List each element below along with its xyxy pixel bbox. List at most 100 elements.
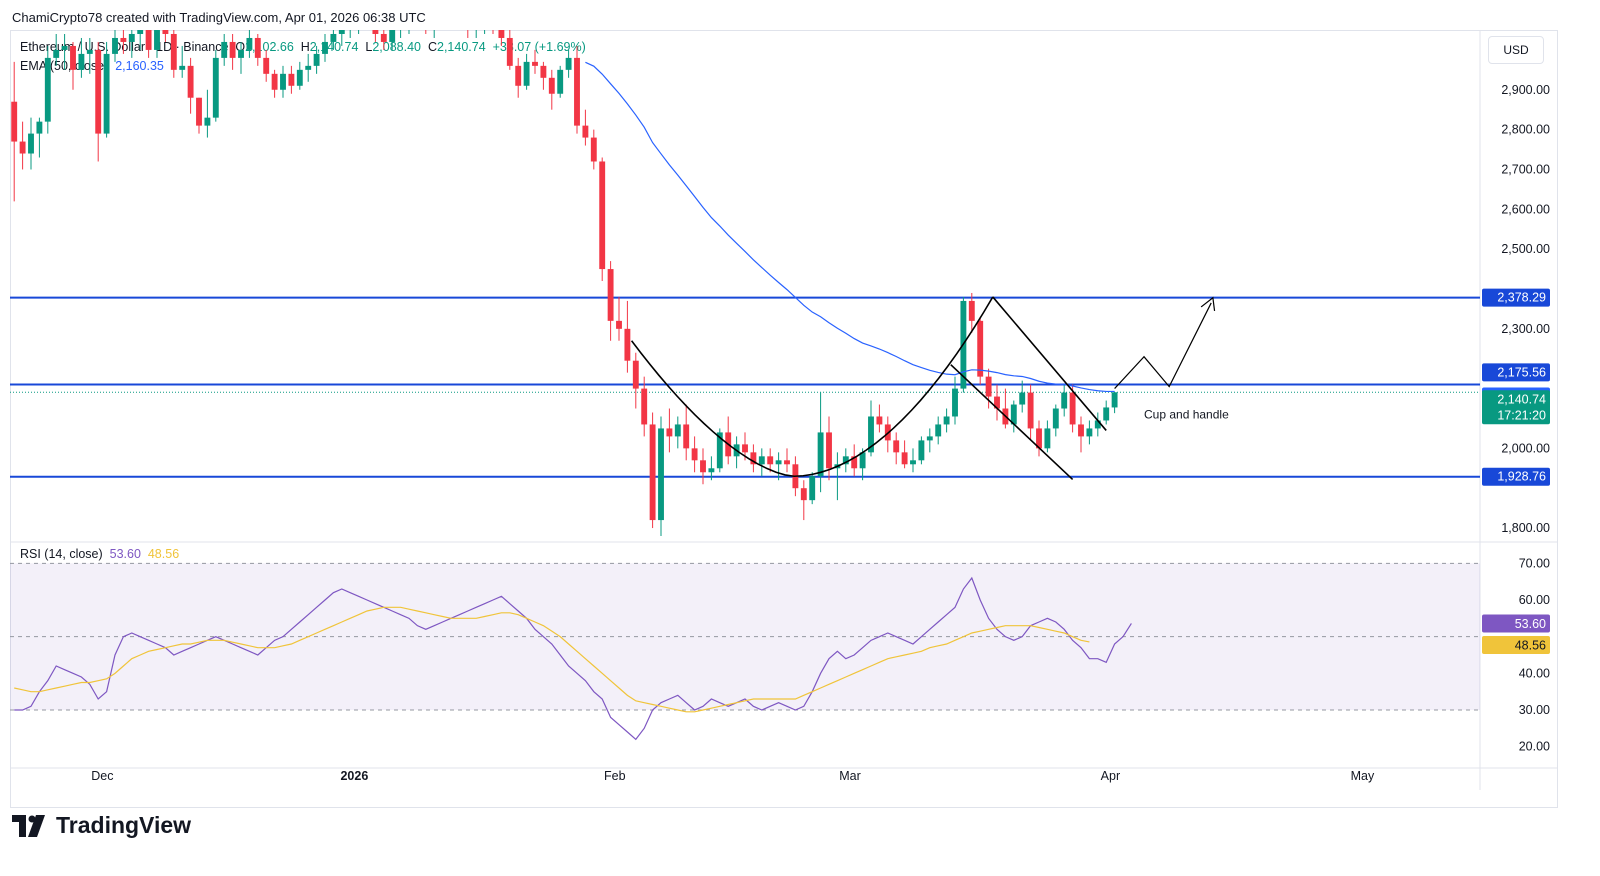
candle-body — [78, 53, 85, 70]
candle-body — [868, 416, 874, 453]
rsi-axis-label-bg — [1482, 635, 1550, 654]
candle-body — [482, 22, 488, 26]
projection-path — [1114, 302, 1212, 390]
candle-body — [137, 30, 144, 34]
candle-body — [977, 320, 984, 377]
candle-body — [1010, 404, 1017, 425]
candle-body — [1036, 428, 1042, 449]
rsi-axis-label-bg — [1482, 614, 1550, 633]
price-tick-label: 2,800.00 — [1501, 123, 1550, 137]
candle-body — [842, 456, 849, 465]
candle-body — [465, 22, 471, 30]
high-label: H — [300, 40, 310, 54]
price-tick-label: 2,500.00 — [1501, 242, 1550, 256]
candle-body — [968, 300, 975, 321]
countdown-label: 17:21:20 — [1497, 408, 1546, 422]
candle-body — [271, 73, 278, 90]
candle-body — [1094, 420, 1101, 429]
rsi-tick-label: 20.00 — [1519, 740, 1550, 754]
low-label: L — [365, 40, 373, 54]
candle-body — [1061, 392, 1068, 409]
rsi-label[interactable]: RSI (14, close) — [20, 547, 103, 561]
candle-body — [708, 468, 715, 473]
rsi-ma-value: 48.56 — [147, 547, 180, 561]
candle-body — [826, 432, 832, 469]
candle-body — [658, 428, 664, 521]
candle-body — [750, 452, 757, 465]
tradingview-logo[interactable]: TradingView — [12, 812, 191, 839]
candle-body — [1086, 428, 1093, 437]
candle-body — [246, 37, 253, 50]
candle-body — [1103, 407, 1110, 421]
candle-body — [128, 33, 135, 42]
candle-body — [893, 440, 900, 453]
price-axis-label-bg — [1482, 390, 1550, 425]
time-tick-label: May — [1351, 769, 1375, 783]
candle-body — [515, 65, 522, 86]
candle-body — [112, 37, 118, 54]
candle-body — [440, 18, 446, 22]
price-tick-label: 2,700.00 — [1501, 162, 1550, 176]
candle-body — [590, 137, 597, 162]
candle-body — [448, 14, 454, 18]
currency-button[interactable]: USD — [1488, 36, 1544, 64]
candle-body — [700, 460, 706, 473]
candle-body — [624, 328, 631, 361]
price-axis-label: 2,140.74 — [1497, 392, 1546, 406]
handle-lower-line — [950, 364, 1074, 481]
candle-body — [338, 30, 345, 34]
candle-body — [641, 388, 648, 425]
candle-body — [322, 41, 328, 54]
high-value: 2,140.74 — [309, 40, 359, 54]
rsi-tick-label: 60.00 — [1519, 593, 1550, 607]
time-tick-label: Mar — [839, 769, 861, 783]
candle-body — [716, 432, 723, 469]
candle-body — [372, 30, 379, 34]
candle-body — [431, 22, 437, 26]
candle-body — [758, 456, 765, 465]
candle-body — [910, 460, 916, 465]
candle-body — [490, 22, 496, 26]
price-axis-label: 2,175.56 — [1497, 365, 1546, 379]
candle-body — [347, 26, 353, 30]
candle-body — [86, 49, 93, 54]
change-value: +38.07 (+1.69%) — [492, 40, 586, 54]
rsi-line — [14, 576, 1132, 741]
rsi-axis-label: 48.56 — [1515, 638, 1546, 652]
candle-body — [574, 57, 580, 126]
candle-body — [305, 65, 312, 70]
candle-body — [145, 30, 152, 50]
candle-body — [666, 428, 673, 437]
candle-body — [607, 269, 614, 321]
rsi-ma-line — [14, 606, 1090, 713]
close-label: C — [427, 40, 437, 54]
price-tick-label: 2,900.00 — [1501, 83, 1550, 97]
candle-body — [53, 49, 60, 58]
candle-body — [380, 33, 387, 42]
candle-body — [187, 65, 194, 98]
time-tick-label: 2026 — [340, 769, 368, 783]
candle-body — [238, 49, 244, 58]
candle-body — [775, 460, 782, 465]
candle-body — [683, 424, 690, 449]
candle-body — [649, 424, 656, 521]
candle-body — [95, 49, 102, 134]
rsi-axis-label: 53.60 — [1515, 617, 1546, 631]
candle-body — [557, 69, 564, 94]
candle-body — [674, 424, 681, 437]
candle-body — [1019, 392, 1026, 405]
ema-value: 2,160.35 — [115, 59, 164, 73]
candle-body — [179, 65, 186, 70]
price-axis-label-bg — [1482, 363, 1550, 382]
candle-body — [632, 360, 639, 389]
candle-body — [851, 456, 858, 469]
candle-body — [565, 57, 572, 70]
candle-body — [994, 396, 1000, 409]
cup-and-handle-annotation: Cup and handle — [1144, 407, 1229, 421]
candle-body — [1078, 424, 1084, 437]
candle-body — [859, 452, 866, 469]
candle-body — [356, 22, 362, 26]
candle-body — [19, 141, 26, 154]
candle-body — [263, 57, 270, 74]
